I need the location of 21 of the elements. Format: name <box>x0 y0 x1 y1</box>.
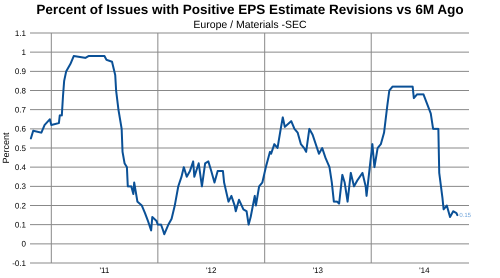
line-series <box>30 55 458 236</box>
y-tick-label: 0.4 <box>14 162 27 172</box>
x-tick-label: '12 <box>206 266 218 275</box>
y-tick-label: 0 <box>22 240 27 249</box>
y-tick-label: 1 <box>22 48 27 57</box>
y-tick-label: 0.6 <box>14 124 27 134</box>
y-tick-label: 0.5 <box>14 144 27 153</box>
y-tick-label: 0.2 <box>14 201 27 210</box>
x-tick-label: '14 <box>419 266 430 275</box>
chart-title: Percent of Issues with Positive EPS Estimate Revisions vs 6M Ago <box>36 2 464 17</box>
y-tick-label: 0.9 <box>14 67 27 76</box>
y-tick-label: 0.7 <box>14 105 27 114</box>
x-tick-label: '13 <box>312 266 324 275</box>
x-tick-label: '11 <box>100 266 110 275</box>
y-tick-label: 1.1 <box>14 28 27 38</box>
y-tick-label: 0.8 <box>14 86 27 96</box>
chart-subtitle: Europe / Materials -SEC <box>193 19 308 31</box>
y-axis-title: Percent <box>1 132 11 164</box>
y-tick-label: 0.1 <box>14 220 27 230</box>
y-tick-label: -0.1 <box>12 258 27 268</box>
y-tick-label: 0.3 <box>14 182 27 192</box>
